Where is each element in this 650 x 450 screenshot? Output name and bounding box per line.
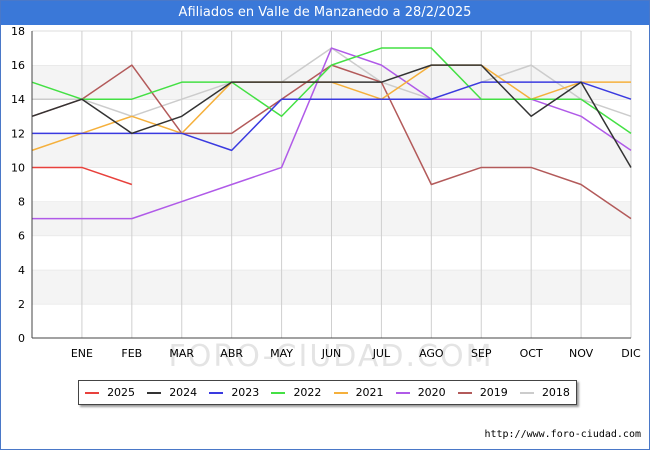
x-tick-label: SEP	[471, 347, 492, 360]
y-tick-label: 8	[18, 196, 25, 209]
legend-item-2020: 2020	[395, 386, 446, 399]
y-tick-label: 2	[18, 298, 25, 311]
x-tick-label: FEB	[121, 347, 142, 360]
legend-item-2025: 2025	[85, 386, 135, 399]
y-tick-labels: 0 2 4 6 8 10 12 14 16 18	[11, 25, 25, 345]
x-tick-label: OCT	[520, 347, 543, 360]
legend-label: 2019	[479, 386, 508, 399]
source-url: http://www.foro-ciudad.com	[484, 429, 641, 440]
legend-label: 2025	[107, 386, 136, 399]
legend-label: 2023	[231, 386, 260, 399]
y-tick-label: 12	[11, 127, 25, 140]
legend-label: 2018	[541, 386, 570, 399]
legend-swatch	[395, 391, 410, 394]
x-tick-label: ENE	[71, 347, 93, 360]
x-tick-label: MAR	[169, 347, 194, 360]
legend-item-2024: 2024	[147, 386, 197, 399]
legend-item-2021: 2021	[333, 386, 384, 399]
y-tick-label: 18	[11, 25, 25, 38]
legend-label: 2022	[293, 386, 322, 399]
x-tick-label: MAY	[270, 347, 293, 360]
series-line-2024	[31, 64, 632, 168]
series-line-2022	[31, 47, 632, 134]
legend: 2025 2024 2023 2022 2021 2020 2019 2018	[78, 380, 577, 405]
x-tick-label: JUL	[372, 347, 391, 360]
y-tick-label: 6	[18, 230, 25, 243]
legend-item-2023: 2023	[209, 386, 259, 399]
chart-title: Afiliados en Valle de Manzanedo a 28/2/2…	[1, 1, 649, 25]
y-tick-label: 10	[11, 161, 25, 174]
legend-swatch	[333, 391, 348, 394]
x-tick-label: NOV	[569, 347, 594, 360]
x-tick-label: DIC	[621, 347, 641, 360]
legend-swatch	[519, 391, 534, 394]
watermark: FORO-CIUDAD.COM	[169, 339, 494, 374]
legend-item-2019: 2019	[457, 386, 508, 399]
x-tick-labels: ENE FEB MAR ABR MAY JUN JUL AGO SEP OCT NOV DIC	[71, 347, 641, 360]
y-tick-label: 0	[18, 332, 25, 345]
series-lines	[31, 47, 632, 220]
legend-swatch	[85, 391, 100, 394]
legend-swatch	[457, 391, 472, 394]
series-line-2025	[32, 166, 133, 186]
y-tick-label: 4	[18, 264, 25, 277]
y-tick-label: 16	[11, 59, 25, 72]
x-tick-label: AGO	[419, 347, 444, 360]
legend-label: 2020	[417, 386, 446, 399]
x-tick-label: JUN	[321, 347, 342, 360]
legend-label: 2021	[355, 386, 384, 399]
y-tick-label: 14	[11, 93, 25, 106]
x-tick-label: ABR	[220, 347, 243, 360]
legend-label: 2024	[169, 386, 198, 399]
legend-swatch	[271, 391, 286, 394]
legend-item-2018: 2018	[519, 386, 570, 399]
legend-swatch	[209, 391, 224, 394]
legend-swatch	[147, 391, 162, 394]
legend-item-2022: 2022	[271, 386, 321, 399]
